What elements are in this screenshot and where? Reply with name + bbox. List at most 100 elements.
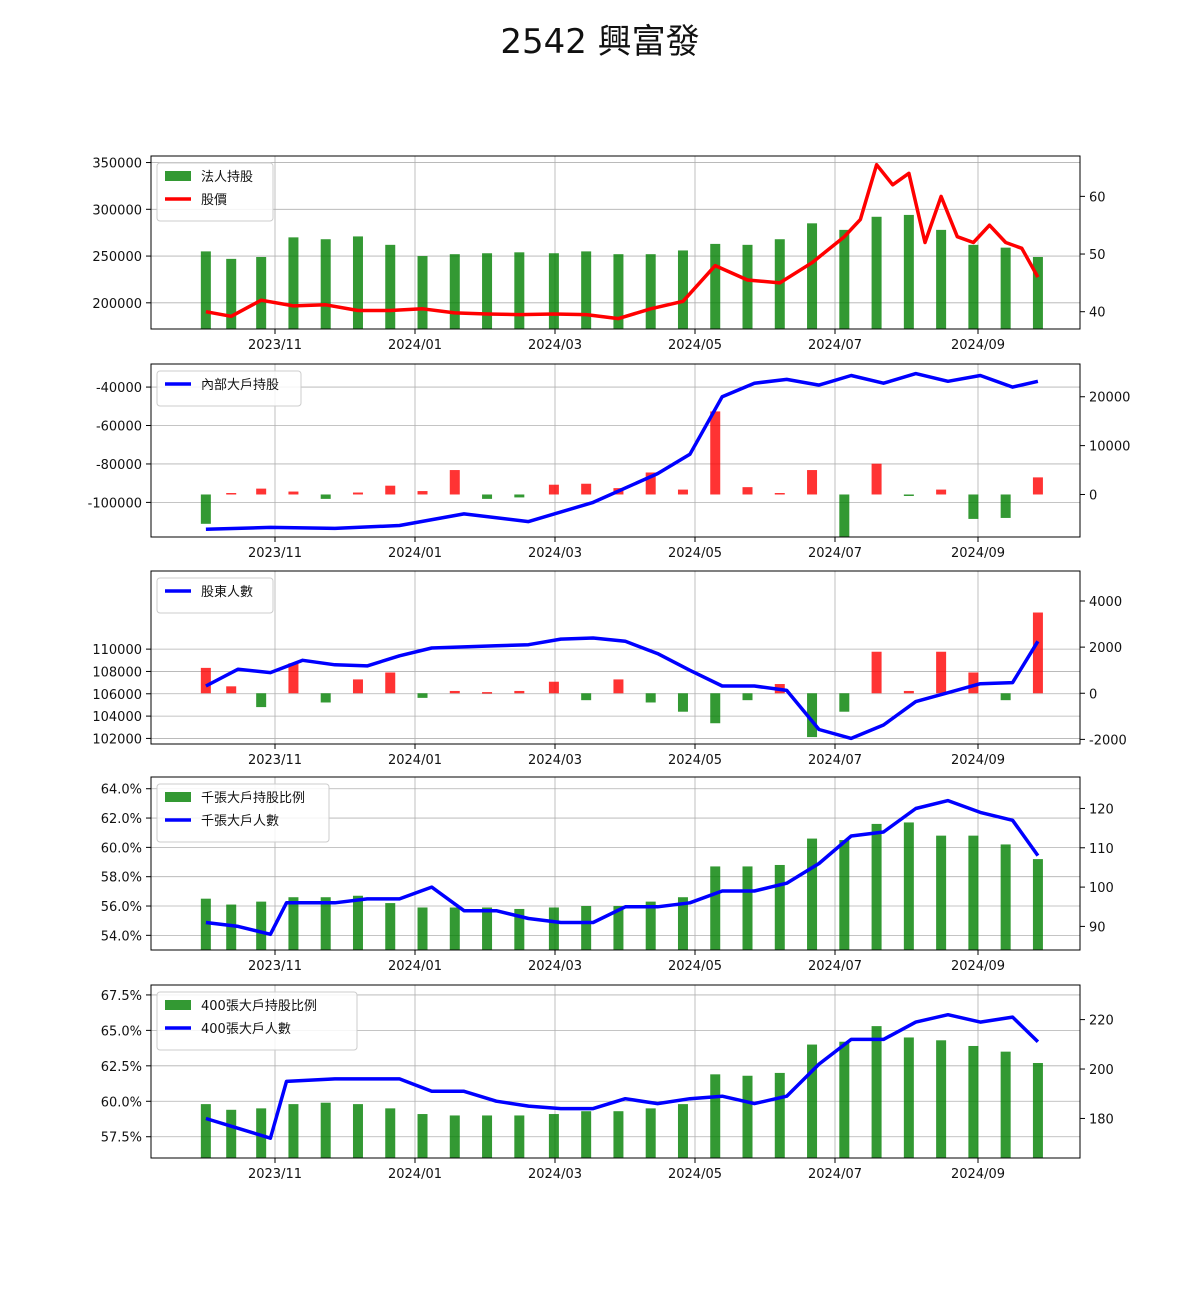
plot-frame xyxy=(150,570,1081,745)
bar-12 xyxy=(548,907,559,950)
panel-2: 2023/11 2024/01 2024/03 2024/05 2024/07 2024/… xyxy=(88,363,1130,561)
bar-7 xyxy=(385,485,396,495)
y2-tick-label: 110 xyxy=(1089,842,1114,857)
legend-box xyxy=(156,991,358,1051)
y2-tick-label: 0 xyxy=(1089,687,1097,702)
bar-25 xyxy=(968,494,979,519)
legend: 股東人數 xyxy=(156,577,274,614)
bar-24 xyxy=(936,1040,947,1158)
x-tick-label: 2024/03 xyxy=(528,546,582,561)
bar-3 xyxy=(256,488,267,495)
x-tick-label: 2024/07 xyxy=(808,959,862,974)
y2-tick-label: 220 xyxy=(1089,1014,1114,1029)
series-line xyxy=(205,162,1040,321)
bar-13 xyxy=(581,483,592,495)
y-tick-label: 64.0% xyxy=(101,783,142,798)
bar-25 xyxy=(968,244,979,329)
x-tick-label: 2024/09 xyxy=(951,546,1005,561)
bar-23 xyxy=(903,690,914,694)
legend-label: 法人持股 xyxy=(201,170,253,185)
y-tick-label: 110000 xyxy=(92,643,142,658)
bar-5 xyxy=(320,897,331,950)
x-tick-label: 2023/11 xyxy=(248,753,302,768)
bar-16 xyxy=(677,897,688,950)
bar-9 xyxy=(449,254,460,329)
series-line xyxy=(205,371,1039,532)
bar-9 xyxy=(449,1115,460,1158)
bar-16 xyxy=(677,250,688,329)
legend-label: 股價 xyxy=(201,193,227,208)
bar-25 xyxy=(968,835,979,950)
y-tick-label: -100000 xyxy=(88,496,142,511)
bar-23 xyxy=(903,494,914,496)
x-tick-label: 2024/01 xyxy=(388,753,442,768)
bar-5 xyxy=(320,494,331,499)
series-line xyxy=(205,798,1040,937)
x-tick-label: 2024/01 xyxy=(388,1167,442,1182)
bar-15 xyxy=(645,472,656,495)
bar-17 xyxy=(710,1074,721,1158)
bar-23 xyxy=(903,214,914,329)
panel-1: 2023/11 2024/01 2024/03 2024/05 2024/07 2024/… xyxy=(92,155,1106,353)
y2-tick-label: 4000 xyxy=(1089,595,1122,610)
bar-2 xyxy=(226,493,237,495)
bar-11 xyxy=(514,690,525,694)
bar-14 xyxy=(613,679,624,694)
bar-18 xyxy=(742,1075,753,1158)
x-tick-label: 2024/05 xyxy=(668,959,722,974)
bar-14 xyxy=(613,254,624,329)
bar-7 xyxy=(385,672,396,694)
bar-20 xyxy=(807,223,818,329)
x-tick-label: 2024/01 xyxy=(388,546,442,561)
bar-8 xyxy=(417,907,428,950)
bar-27 xyxy=(1032,612,1043,694)
y2-tick-label: 200 xyxy=(1089,1063,1114,1078)
bar-16 xyxy=(677,693,688,712)
bar-21 xyxy=(839,494,850,537)
bar-8 xyxy=(417,1114,428,1158)
y-tick-label: 58.0% xyxy=(101,871,142,886)
bar-1 xyxy=(200,251,211,329)
bar-8 xyxy=(417,491,428,495)
bar-1 xyxy=(200,1104,211,1158)
x-tick-label: 2024/09 xyxy=(951,338,1005,353)
legend: 400張大戶持股比例 400張大戶人數 xyxy=(156,991,358,1051)
bar-18 xyxy=(742,693,753,701)
y2-tick-label: -2000 xyxy=(1089,733,1127,748)
x-tick-label: 2023/11 xyxy=(248,338,302,353)
bar-4 xyxy=(288,1104,299,1158)
bar-22 xyxy=(871,1026,882,1158)
bar-12 xyxy=(548,484,559,495)
bar-2 xyxy=(226,258,237,329)
y-tick-label: -80000 xyxy=(96,458,142,473)
x-tick-label: 2024/09 xyxy=(951,753,1005,768)
bar-9 xyxy=(449,470,460,495)
bar-24 xyxy=(936,835,947,950)
y-tick-label: -40000 xyxy=(96,381,142,396)
bar-11 xyxy=(514,494,525,498)
x-tick-label: 2024/09 xyxy=(951,1167,1005,1182)
bar-3 xyxy=(256,693,267,708)
y-tick-label: 54.0% xyxy=(101,929,142,944)
x-tick-label: 2024/05 xyxy=(668,546,722,561)
y2-tick-label: 20000 xyxy=(1089,391,1130,406)
bar-17 xyxy=(710,866,721,950)
x-tick-label: 2024/05 xyxy=(668,338,722,353)
bar-5 xyxy=(320,693,331,703)
y-tick-label: 60.0% xyxy=(101,1095,142,1110)
bar-11 xyxy=(514,908,525,950)
bar-26 xyxy=(1000,1051,1011,1158)
bar-22 xyxy=(871,463,882,495)
x-tick-label: 2023/11 xyxy=(248,546,302,561)
bar-24 xyxy=(936,229,947,329)
bar-20 xyxy=(807,1044,818,1158)
bar-20 xyxy=(807,693,818,738)
x-tick-label: 2023/11 xyxy=(248,1167,302,1182)
x-tick-label: 2024/03 xyxy=(528,1167,582,1182)
bar-18 xyxy=(742,487,753,495)
plot-frame xyxy=(150,776,1081,951)
legend-label: 內部大戶持股 xyxy=(201,378,279,393)
bar-5 xyxy=(320,239,331,329)
series-line xyxy=(205,1012,1040,1140)
legend-label: 股東人數 xyxy=(201,584,253,600)
